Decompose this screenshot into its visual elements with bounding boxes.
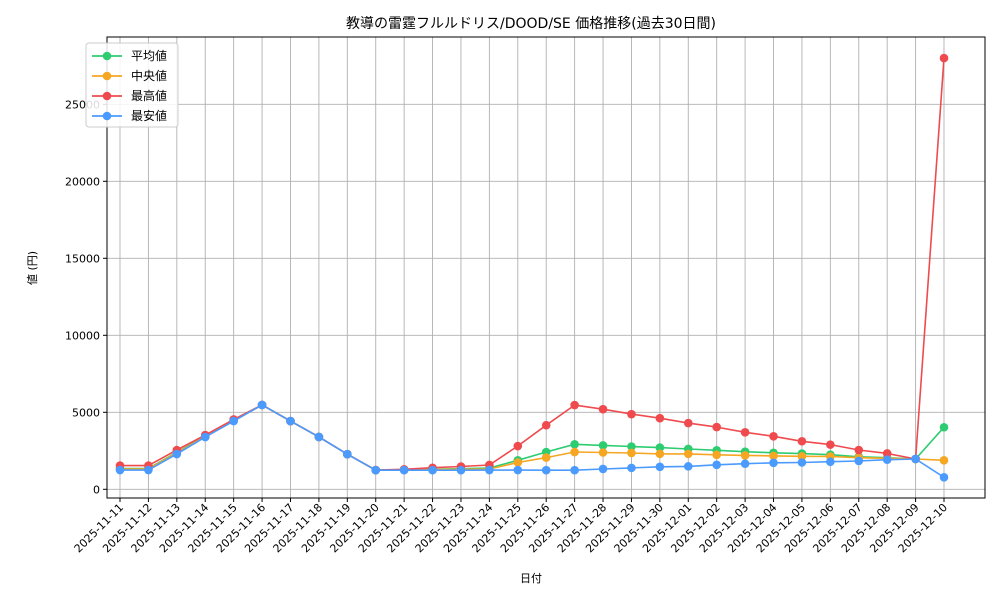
data-point-marker <box>513 465 523 475</box>
chart-title: 教導の雷霆フルルドリス/DOOD/SE 価格推移(過去30日間) <box>346 16 716 32</box>
data-point-marker <box>655 462 665 472</box>
data-point-marker <box>627 463 636 473</box>
data-point-marker <box>541 465 551 475</box>
data-point-marker <box>769 432 778 441</box>
legend-label: 中央値 <box>131 68 167 83</box>
y-tick-label: 10000 <box>65 329 100 342</box>
data-point-marker <box>343 449 352 459</box>
data-point-marker <box>428 465 437 475</box>
data-point-marker <box>826 440 835 449</box>
legend-item: 平均値 <box>92 48 167 63</box>
data-point-marker <box>456 465 466 475</box>
data-point-marker <box>598 404 608 414</box>
data-point-marker <box>598 441 608 450</box>
legend-box <box>85 42 179 128</box>
data-point-marker <box>627 448 636 458</box>
data-point-marker <box>371 465 381 475</box>
data-point-marker <box>911 454 920 464</box>
data-point-marker <box>598 448 608 457</box>
legend-label: 最安値 <box>131 108 167 123</box>
data-point-marker <box>257 400 267 410</box>
data-point-marker <box>399 465 409 475</box>
data-point-marker <box>627 409 636 419</box>
data-point-marker <box>797 452 807 461</box>
data-point-marker <box>627 442 636 451</box>
data-point-marker <box>882 455 892 465</box>
data-point-marker <box>655 413 665 423</box>
data-point-marker <box>882 449 892 458</box>
legend-label: 平均値 <box>131 48 167 63</box>
legend-marker-icon <box>102 71 112 81</box>
legend-marker-icon <box>102 91 112 101</box>
legend-item: 最安値 <box>92 108 167 123</box>
data-point-marker <box>541 420 551 430</box>
data-point-marker <box>740 428 750 437</box>
data-point-marker <box>683 449 693 459</box>
legend-item: 中央値 <box>92 68 167 83</box>
data-point-marker <box>797 436 807 446</box>
data-point-marker <box>797 458 807 467</box>
legend-marker-icon <box>102 111 112 121</box>
y-tick-label: 0 <box>93 483 100 496</box>
data-point-marker <box>769 451 778 461</box>
data-point-marker <box>229 416 238 426</box>
data-point-marker <box>740 451 750 460</box>
data-point-marker <box>655 449 665 459</box>
data-point-marker <box>683 418 693 428</box>
data-point-marker <box>826 457 835 467</box>
data-point-marker <box>769 458 778 468</box>
data-point-marker <box>570 465 579 475</box>
legend-label: 最高値 <box>131 88 167 103</box>
data-point-marker <box>712 422 721 432</box>
data-point-marker <box>712 460 721 470</box>
data-point-marker <box>854 445 864 455</box>
y-tick-label: 15000 <box>65 252 100 265</box>
legend-item: 最高値 <box>92 88 167 103</box>
data-point-marker <box>115 465 125 475</box>
data-point-marker <box>172 449 182 459</box>
data-point-marker <box>598 464 608 474</box>
data-point-marker <box>570 447 579 457</box>
data-point-marker <box>939 53 949 63</box>
data-point-marker <box>513 441 523 451</box>
x-axis-label: 日付 <box>520 572 542 585</box>
y-axis-label: 値 (円) <box>26 251 39 285</box>
data-point-marker <box>200 432 210 442</box>
data-point-marker <box>655 443 665 452</box>
data-point-marker <box>541 453 551 462</box>
data-point-marker <box>570 440 579 449</box>
data-point-marker <box>513 458 523 467</box>
data-series <box>115 53 949 482</box>
data-point-marker <box>286 416 295 426</box>
data-point-marker <box>314 432 324 442</box>
data-point-marker <box>485 465 494 475</box>
data-point-marker <box>712 450 721 460</box>
data-point-marker <box>144 465 153 475</box>
series-3 <box>115 400 949 482</box>
legend-marker-icon <box>102 51 112 61</box>
data-point-marker <box>854 456 864 466</box>
data-point-marker <box>570 400 579 410</box>
data-point-marker <box>740 459 750 469</box>
data-point-marker <box>683 462 693 471</box>
data-point-marker <box>939 422 949 432</box>
y-tick-label: 5000 <box>72 406 100 419</box>
series-line <box>120 404 945 478</box>
y-tick-label: 20000 <box>65 175 100 188</box>
data-point-marker <box>939 472 949 482</box>
data-point-marker <box>939 456 949 465</box>
